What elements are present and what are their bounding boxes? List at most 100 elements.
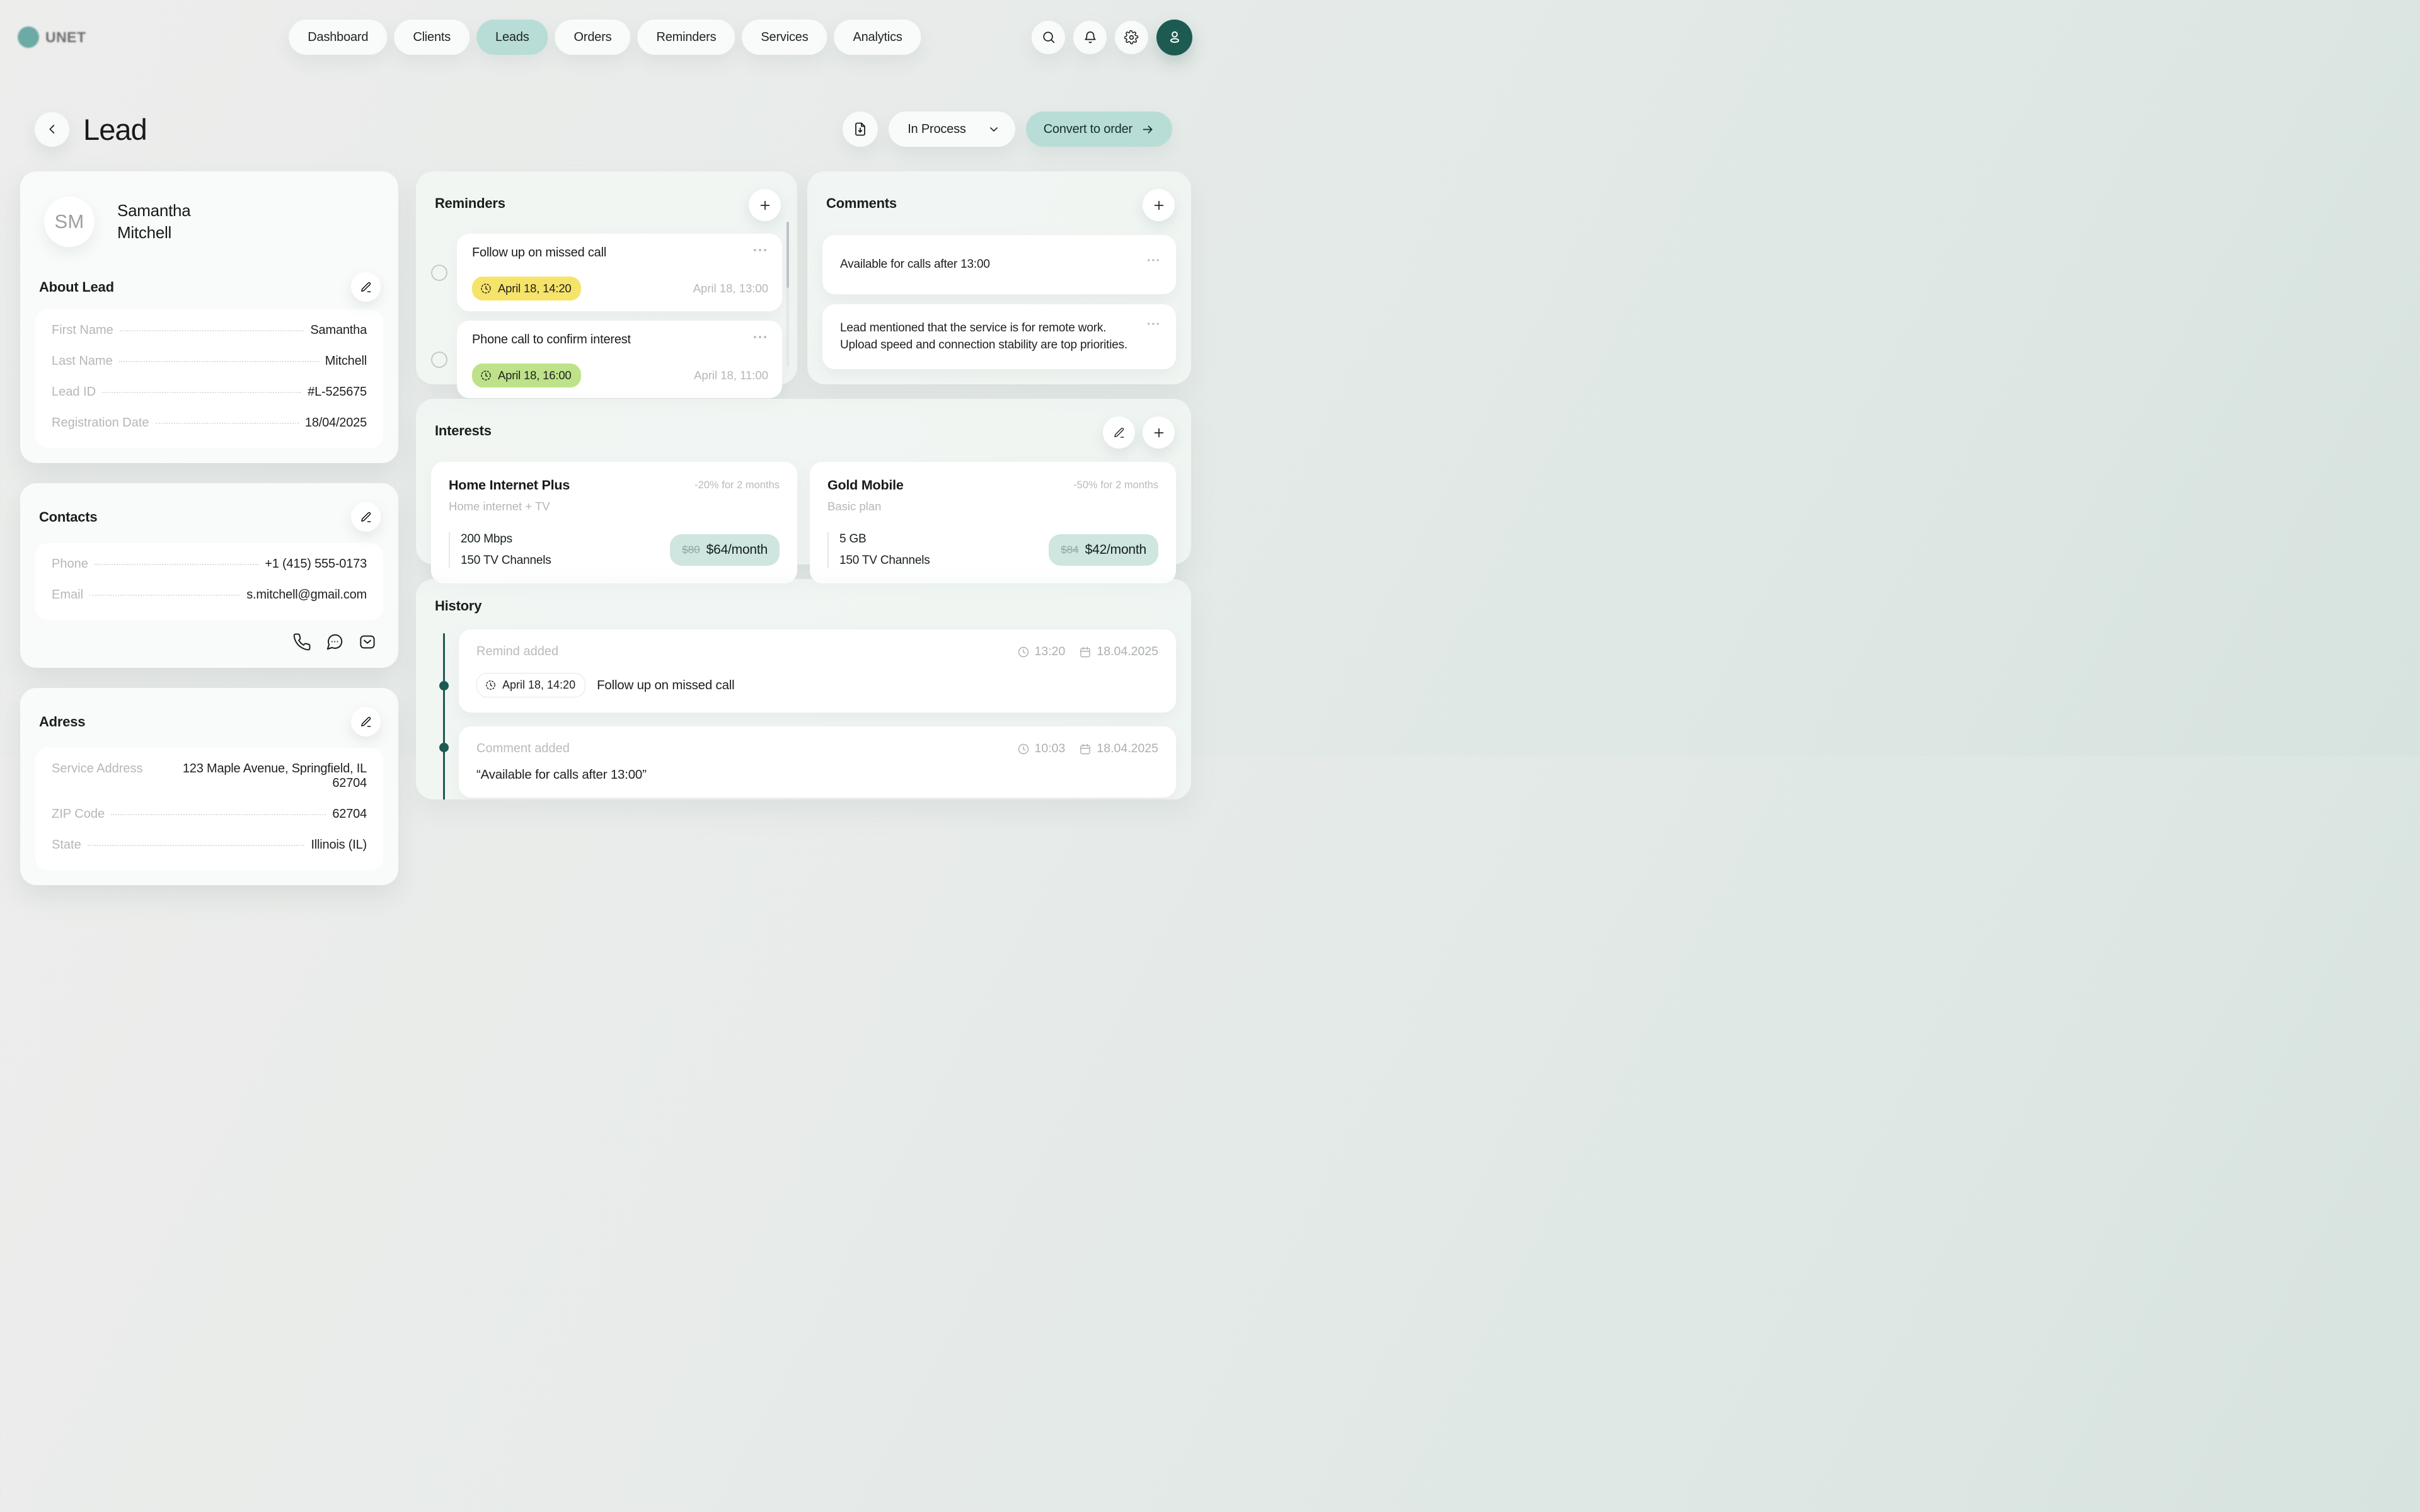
reminders-comments-row: Reminders Follow up on miss	[416, 171, 1191, 398]
add-reminder-button[interactable]	[749, 189, 781, 221]
old-price: $80	[682, 544, 700, 556]
nav-item-clients[interactable]: Clients	[394, 20, 470, 55]
profile-menu-button[interactable]	[1156, 19, 1192, 55]
history-date: 18.04.2025	[1097, 742, 1158, 755]
field-value: Mitchell	[325, 354, 367, 368]
chat-icon	[325, 633, 344, 651]
page-head: Lead In Process Convert to order	[35, 111, 1172, 147]
field-label: Registration Date	[52, 416, 149, 430]
dashed-clock-icon	[480, 369, 492, 382]
edit-interests-button[interactable]	[1103, 416, 1135, 449]
notifications-button[interactable]	[1073, 20, 1107, 54]
lead-name: Samantha Mitchell	[117, 200, 191, 244]
field-label: ZIP Code	[52, 807, 105, 821]
history-timeline: Remind added 13:20	[431, 629, 1176, 799]
convert-to-order-button[interactable]: Convert to order	[1025, 112, 1172, 147]
reminder-menu-button[interactable]	[752, 246, 768, 255]
plus-icon	[1152, 198, 1166, 212]
add-interest-button[interactable]	[1143, 416, 1175, 449]
reminders-list: Follow up on missed call	[431, 234, 782, 398]
comment-menu-button[interactable]	[1146, 319, 1161, 354]
field-label: First Name	[52, 323, 113, 337]
lead-status-dropdown[interactable]: In Process	[889, 112, 1015, 147]
interest-specs: 5 GB 150 TV Channels	[827, 532, 930, 568]
app-logo[interactable]: UNET	[18, 26, 86, 48]
export-button[interactable]	[843, 112, 879, 147]
edit-about-lead-button[interactable]	[351, 272, 381, 302]
field-value: 123 Maple Avenue, Springfield, IL 62704	[182, 762, 367, 790]
interest-spec: 5 GB	[839, 532, 867, 546]
history-entry-text: Follow up on missed call	[597, 677, 735, 692]
timeline-dot	[439, 681, 449, 690]
dotted-leader	[102, 392, 302, 393]
clock-icon	[1017, 646, 1030, 658]
field-label: Email	[52, 588, 84, 602]
logo-text: UNET	[45, 28, 86, 45]
interests-title: Interests	[435, 423, 492, 438]
about-lead-title: About Lead	[39, 278, 114, 295]
dashed-clock-icon	[485, 679, 497, 691]
reminders-scrollbar[interactable]	[786, 222, 789, 367]
lead-last-name: Mitchell	[117, 223, 172, 242]
pencil-icon	[360, 716, 372, 728]
interest-specs: 200 Mbps 150 TV Channels	[449, 532, 551, 568]
logo-mark-icon	[18, 26, 39, 48]
nav-item-orders[interactable]: Orders	[555, 20, 631, 55]
nav-item-reminders[interactable]: Reminders	[637, 20, 735, 55]
message-button[interactable]	[325, 633, 344, 651]
reminders-panel: Reminders Follow up on miss	[416, 171, 797, 398]
field-label: Service Address	[52, 762, 143, 776]
comments-panel: Comments Available for calls after 13:00	[807, 171, 1191, 384]
history-entry: Remind added 13:20	[459, 629, 1176, 713]
reminder-menu-button[interactable]	[752, 333, 768, 341]
search-icon	[1042, 30, 1056, 44]
address-title: Adress	[39, 713, 86, 730]
history-badge-label: April 18, 14:20	[502, 679, 576, 691]
search-button[interactable]	[1032, 20, 1065, 54]
edit-address-button[interactable]	[351, 707, 381, 736]
topbar-actions	[1032, 19, 1192, 55]
reminder-checkbox[interactable]	[431, 351, 447, 368]
edit-contacts-button[interactable]	[351, 502, 381, 532]
dotted-leader	[89, 595, 241, 596]
dotted-leader	[94, 564, 259, 565]
lead-page: UNET Dashboard Clients Leads Orders Remi…	[0, 0, 1210, 885]
timeline-line	[443, 633, 445, 799]
field-row: First Name Samantha	[52, 323, 367, 338]
topbar: UNET Dashboard Clients Leads Orders Remi…	[18, 19, 1192, 55]
field-label: Last Name	[52, 354, 113, 368]
file-download-icon	[853, 122, 868, 137]
dotted-leader	[155, 423, 299, 424]
settings-button[interactable]	[1115, 20, 1148, 54]
page-head-actions: In Process Convert to order	[843, 112, 1172, 147]
interests-panel: Interests	[416, 399, 1191, 583]
nav-item-dashboard[interactable]: Dashboard	[289, 20, 388, 55]
add-comment-button[interactable]	[1143, 189, 1175, 221]
nav-item-leads[interactable]: Leads	[476, 20, 548, 55]
comment-card: Available for calls after 13:00	[822, 235, 1176, 294]
nav-item-analytics[interactable]: Analytics	[834, 20, 921, 55]
comment-menu-button[interactable]	[1146, 256, 1161, 273]
interest-name: Gold Mobile	[827, 478, 904, 493]
back-button[interactable]	[35, 112, 69, 147]
dotted-leader	[119, 330, 304, 331]
reminder-created-at: April 18, 13:00	[693, 282, 768, 295]
plus-icon	[1152, 426, 1166, 440]
interest-card: Gold Mobile -50% for 2 months Basic plan…	[810, 462, 1176, 583]
due-time-badge: April 18, 16:00	[472, 364, 581, 387]
call-button[interactable]	[292, 633, 311, 651]
dotted-leader	[111, 814, 326, 815]
scrollbar-thumb[interactable]	[786, 222, 789, 288]
comments-title: Comments	[826, 195, 897, 211]
plus-icon	[758, 198, 772, 212]
reminders-title: Reminders	[435, 195, 505, 211]
address-fields: Service Address 123 Maple Avenue, Spring…	[35, 748, 383, 870]
comment-card: Lead mentioned that the service is for r…	[822, 304, 1176, 369]
reminder-checkbox[interactable]	[431, 264, 447, 281]
email-button[interactable]	[358, 633, 377, 651]
history-panel: History Remind added	[416, 579, 1191, 799]
history-timestamp: 13:20 18.04.2025	[1017, 644, 1158, 659]
contact-actions	[35, 620, 383, 653]
nav-item-services[interactable]: Services	[742, 20, 827, 55]
field-row: Last Name Mitchell	[52, 354, 367, 369]
